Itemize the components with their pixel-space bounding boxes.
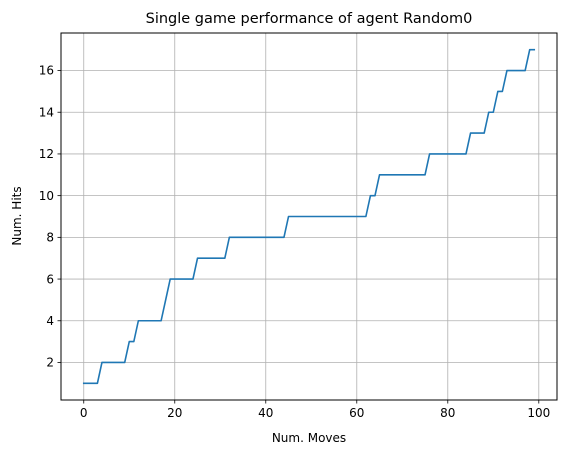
y-tick-label: 6 [46,272,54,286]
x-tick-label: 40 [258,406,273,420]
x-tick-label: 60 [349,406,364,420]
y-tick-label: 2 [46,356,54,370]
y-tick-label: 4 [46,314,54,328]
series-layer [82,48,536,385]
x-axis-label: Num. Moves [272,431,346,445]
y-tick-label: 14 [39,105,54,119]
x-tick-label: 0 [80,406,88,420]
x-axis: 0 20 40 60 80 100 [80,400,550,420]
series-line [82,48,536,385]
y-tick-label: 8 [46,231,54,245]
chart-title: Single game performance of agent Random0 [146,11,473,27]
x-tick-label: 20 [167,406,182,420]
y-axis: 2 4 6 8 10 12 14 16 [39,64,61,370]
y-tick-label: 16 [39,64,54,78]
y-tick-label: 12 [39,147,54,161]
x-tick-label: 100 [527,406,550,420]
plot-frame [60,32,558,401]
y-tick-label: 10 [39,189,54,203]
x-tick-label: 80 [440,406,455,420]
y-axis-label: Num. Hits [10,186,24,245]
